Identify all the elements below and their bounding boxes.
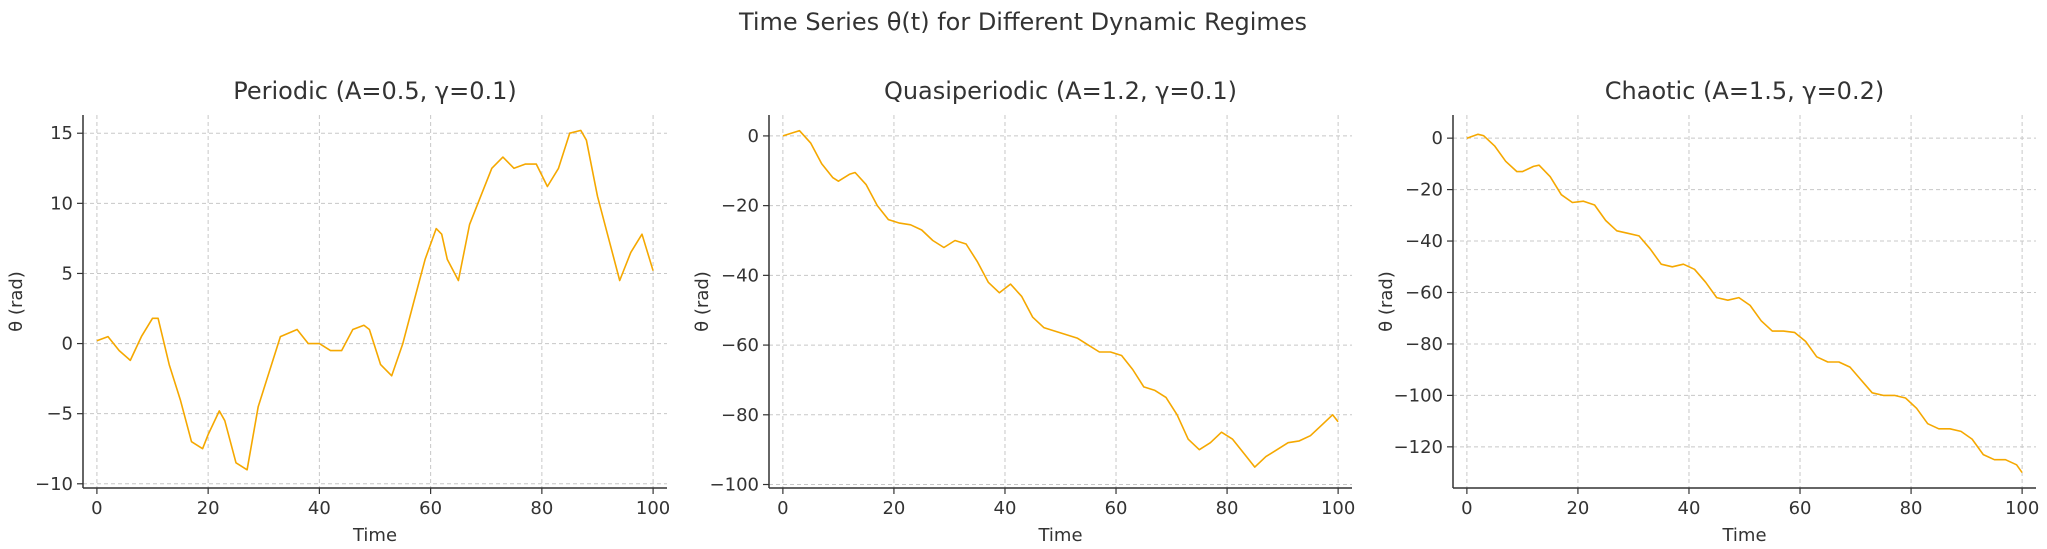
chaotic-y-tick-label: −60 — [1405, 282, 1443, 303]
periodic-x-tick-label: 0 — [91, 498, 102, 519]
periodic-x-tick-label: 80 — [530, 498, 553, 519]
periodic-x-tick-label: 60 — [419, 498, 442, 519]
periodic-y-axis-label: θ (rad) — [6, 271, 27, 332]
chaotic-x-axis-label: Time — [1721, 525, 1766, 546]
quasiperiodic-title: Quasiperiodic (A=1.2, γ=0.1) — [884, 77, 1237, 105]
chaotic-x-tick-label: 100 — [2005, 498, 2039, 519]
chaotic-y-tick-label: −100 — [1394, 385, 1443, 406]
periodic-y-tick-label: 0 — [62, 334, 73, 355]
quasiperiodic-x-tick-label: 40 — [994, 498, 1017, 519]
chaotic-y-tick-label: −120 — [1394, 437, 1443, 458]
periodic-x-tick-label: 20 — [197, 498, 220, 519]
quasiperiodic-x-tick-label: 20 — [882, 498, 905, 519]
quasiperiodic-y-tick-label: 0 — [748, 126, 759, 147]
periodic-x-tick-label: 100 — [636, 498, 670, 519]
chaotic-x-tick-label: 80 — [1900, 498, 1923, 519]
chaotic-y-tick-label: 0 — [1432, 128, 1443, 149]
quasiperiodic-x-tick-label: 0 — [777, 498, 788, 519]
quasiperiodic-y-tick-label: −40 — [721, 265, 759, 286]
quasiperiodic-y-tick-label: −100 — [710, 475, 759, 496]
quasiperiodic-y-tick-label: −20 — [721, 196, 759, 217]
chaotic-x-tick-label: 60 — [1789, 498, 1812, 519]
periodic-x-tick-label: 40 — [308, 498, 331, 519]
periodic-y-tick-label: −10 — [35, 474, 73, 495]
periodic-y-tick-label: 10 — [50, 193, 73, 214]
chaotic-subplot: 0 20 40 60 80 100 −120 −100 −80 −60 −40 −20 0 Chaotic… — [1376, 77, 2039, 546]
periodic-subplot: 0 20 40 60 80 100 −10 −5 0 5 10 15 Periodic (A=0.5, … — [6, 77, 670, 546]
quasiperiodic-x-tick-label: 100 — [1321, 498, 1355, 519]
quasiperiodic-theta-line — [782, 129, 1339, 468]
quasiperiodic-x-axis-label: Time — [1037, 525, 1082, 546]
quasiperiodic-y-tick-label: −80 — [721, 405, 759, 426]
chaotic-theta-line — [1466, 133, 2023, 474]
chaotic-y-tick-label: −40 — [1405, 231, 1443, 252]
periodic-y-tick-label: 15 — [50, 123, 73, 144]
chaotic-title: Chaotic (A=1.5, γ=0.2) — [1605, 77, 1884, 105]
chaotic-y-axis-label: θ (rad) — [1376, 271, 1397, 332]
quasiperiodic-x-tick-label: 80 — [1216, 498, 1239, 519]
chaotic-x-tick-label: 0 — [1461, 498, 1472, 519]
chaotic-y-tick-label: −20 — [1405, 180, 1443, 201]
periodic-y-tick-label: −5 — [46, 404, 73, 425]
quasiperiodic-y-tick-label: −60 — [721, 335, 759, 356]
quasiperiodic-subplot: 0 20 40 60 80 100 −100 −80 −60 −40 −20 0 Quasiperiod… — [692, 77, 1355, 546]
subplots: 0 20 40 60 80 100 −10 −5 0 5 10 15 Periodic (A=0.5, … — [6, 77, 2039, 546]
periodic-title: Periodic (A=0.5, γ=0.1) — [233, 77, 517, 105]
periodic-x-axis-label: Time — [352, 525, 397, 546]
chaotic-x-tick-label: 20 — [1566, 498, 1589, 519]
periodic-theta-line — [96, 129, 654, 471]
periodic-y-tick-label: 5 — [62, 263, 73, 284]
quasiperiodic-x-tick-label: 60 — [1105, 498, 1128, 519]
chaotic-y-tick-label: −80 — [1405, 334, 1443, 355]
chaotic-x-tick-label: 40 — [1678, 498, 1701, 519]
quasiperiodic-y-axis-label: θ (rad) — [692, 271, 713, 332]
figure-title: Time Series θ(t) for Different Dynamic R… — [738, 8, 1307, 36]
